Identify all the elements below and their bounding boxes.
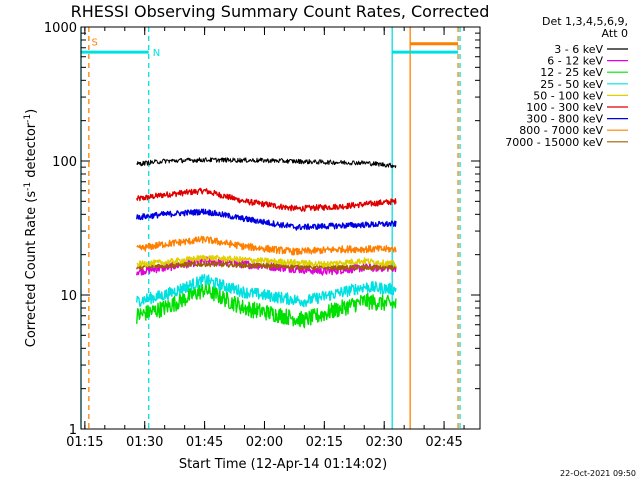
- x-tick-label-0200: 02:00: [246, 435, 283, 450]
- x-tick-label-0130: 01:30: [126, 435, 163, 450]
- y-tick-label-1: 1: [69, 423, 77, 438]
- series-line-100-300kev: [136, 187, 397, 212]
- y-axis-label-sup-1: -1: [23, 182, 33, 191]
- series-line-3-6kev: [136, 157, 397, 169]
- legend-header-line-1: Det 1,3,4,5,6,9,: [542, 15, 628, 28]
- y-axis-label-main: Corrected Count Rate (s: [24, 191, 39, 348]
- legend-header-line-2: Att 0: [602, 27, 628, 40]
- legend-label-25-50kev: 25 - 50 keV: [540, 78, 603, 91]
- y-tick-label-100: 100: [52, 155, 77, 170]
- legend-label-3-6kev: 3 - 6 keV: [554, 43, 603, 56]
- y-axis-label: Corrected Count Rate (s-1 detector-1): [23, 109, 39, 347]
- x-axis-label: Start Time (12-Apr-14 01:14:02): [179, 457, 387, 472]
- y-tick-label-1000: 1000: [44, 21, 77, 36]
- y-axis-label-sup-2: -1: [23, 114, 33, 123]
- legend-label-7000-15000kev: 7000 - 15000 keV: [505, 136, 603, 149]
- x-tick-label-0115: 01:15: [66, 435, 103, 450]
- series-line-50-100kev: [136, 254, 397, 268]
- legend-label-6-12kev: 6 - 12 keV: [547, 55, 603, 68]
- x-tick-label-0230: 02:30: [365, 435, 402, 450]
- annotation-n: N: [153, 48, 160, 59]
- legend-label-100-300kev: 100 - 300 keV: [526, 101, 603, 114]
- y-axis-label-tail: detector: [24, 122, 39, 182]
- date-stamp: 22-Oct-2021 09:50: [560, 469, 636, 478]
- series-line-7000-15000kev: [136, 261, 397, 271]
- series-line-800-7000kev: [136, 235, 397, 256]
- x-axis: 01:15 01:30 01:45 02:00 02:15 02:30 02:45: [66, 27, 465, 450]
- x-tick-label-0215: 02:15: [306, 435, 343, 450]
- y-axis: 1 10 100 1000: [44, 21, 480, 438]
- x-tick-label-0245: 02:45: [425, 435, 462, 450]
- y-axis-label-end: ): [24, 109, 39, 114]
- x-tick-label-0145: 01:45: [186, 435, 223, 450]
- legend-label-800-7000kev: 800 - 7000 keV: [519, 124, 603, 137]
- annotation-s: S: [92, 37, 98, 48]
- series-line-25-50kev: [136, 273, 397, 308]
- y-tick-label-10: 10: [60, 289, 77, 304]
- series-line-300-800kev: [136, 208, 397, 231]
- chart-title: RHESSI Observing Summary Count Rates, Co…: [71, 2, 490, 21]
- legend-label-12-25kev: 12 - 25 keV: [540, 66, 603, 79]
- legend-label-300-800kev: 300 - 800 keV: [526, 113, 603, 126]
- plot-frame: [80, 26, 481, 430]
- legend-label-50-100kev: 50 - 100 keV: [533, 89, 603, 102]
- plot-area: SN: [80, 27, 461, 429]
